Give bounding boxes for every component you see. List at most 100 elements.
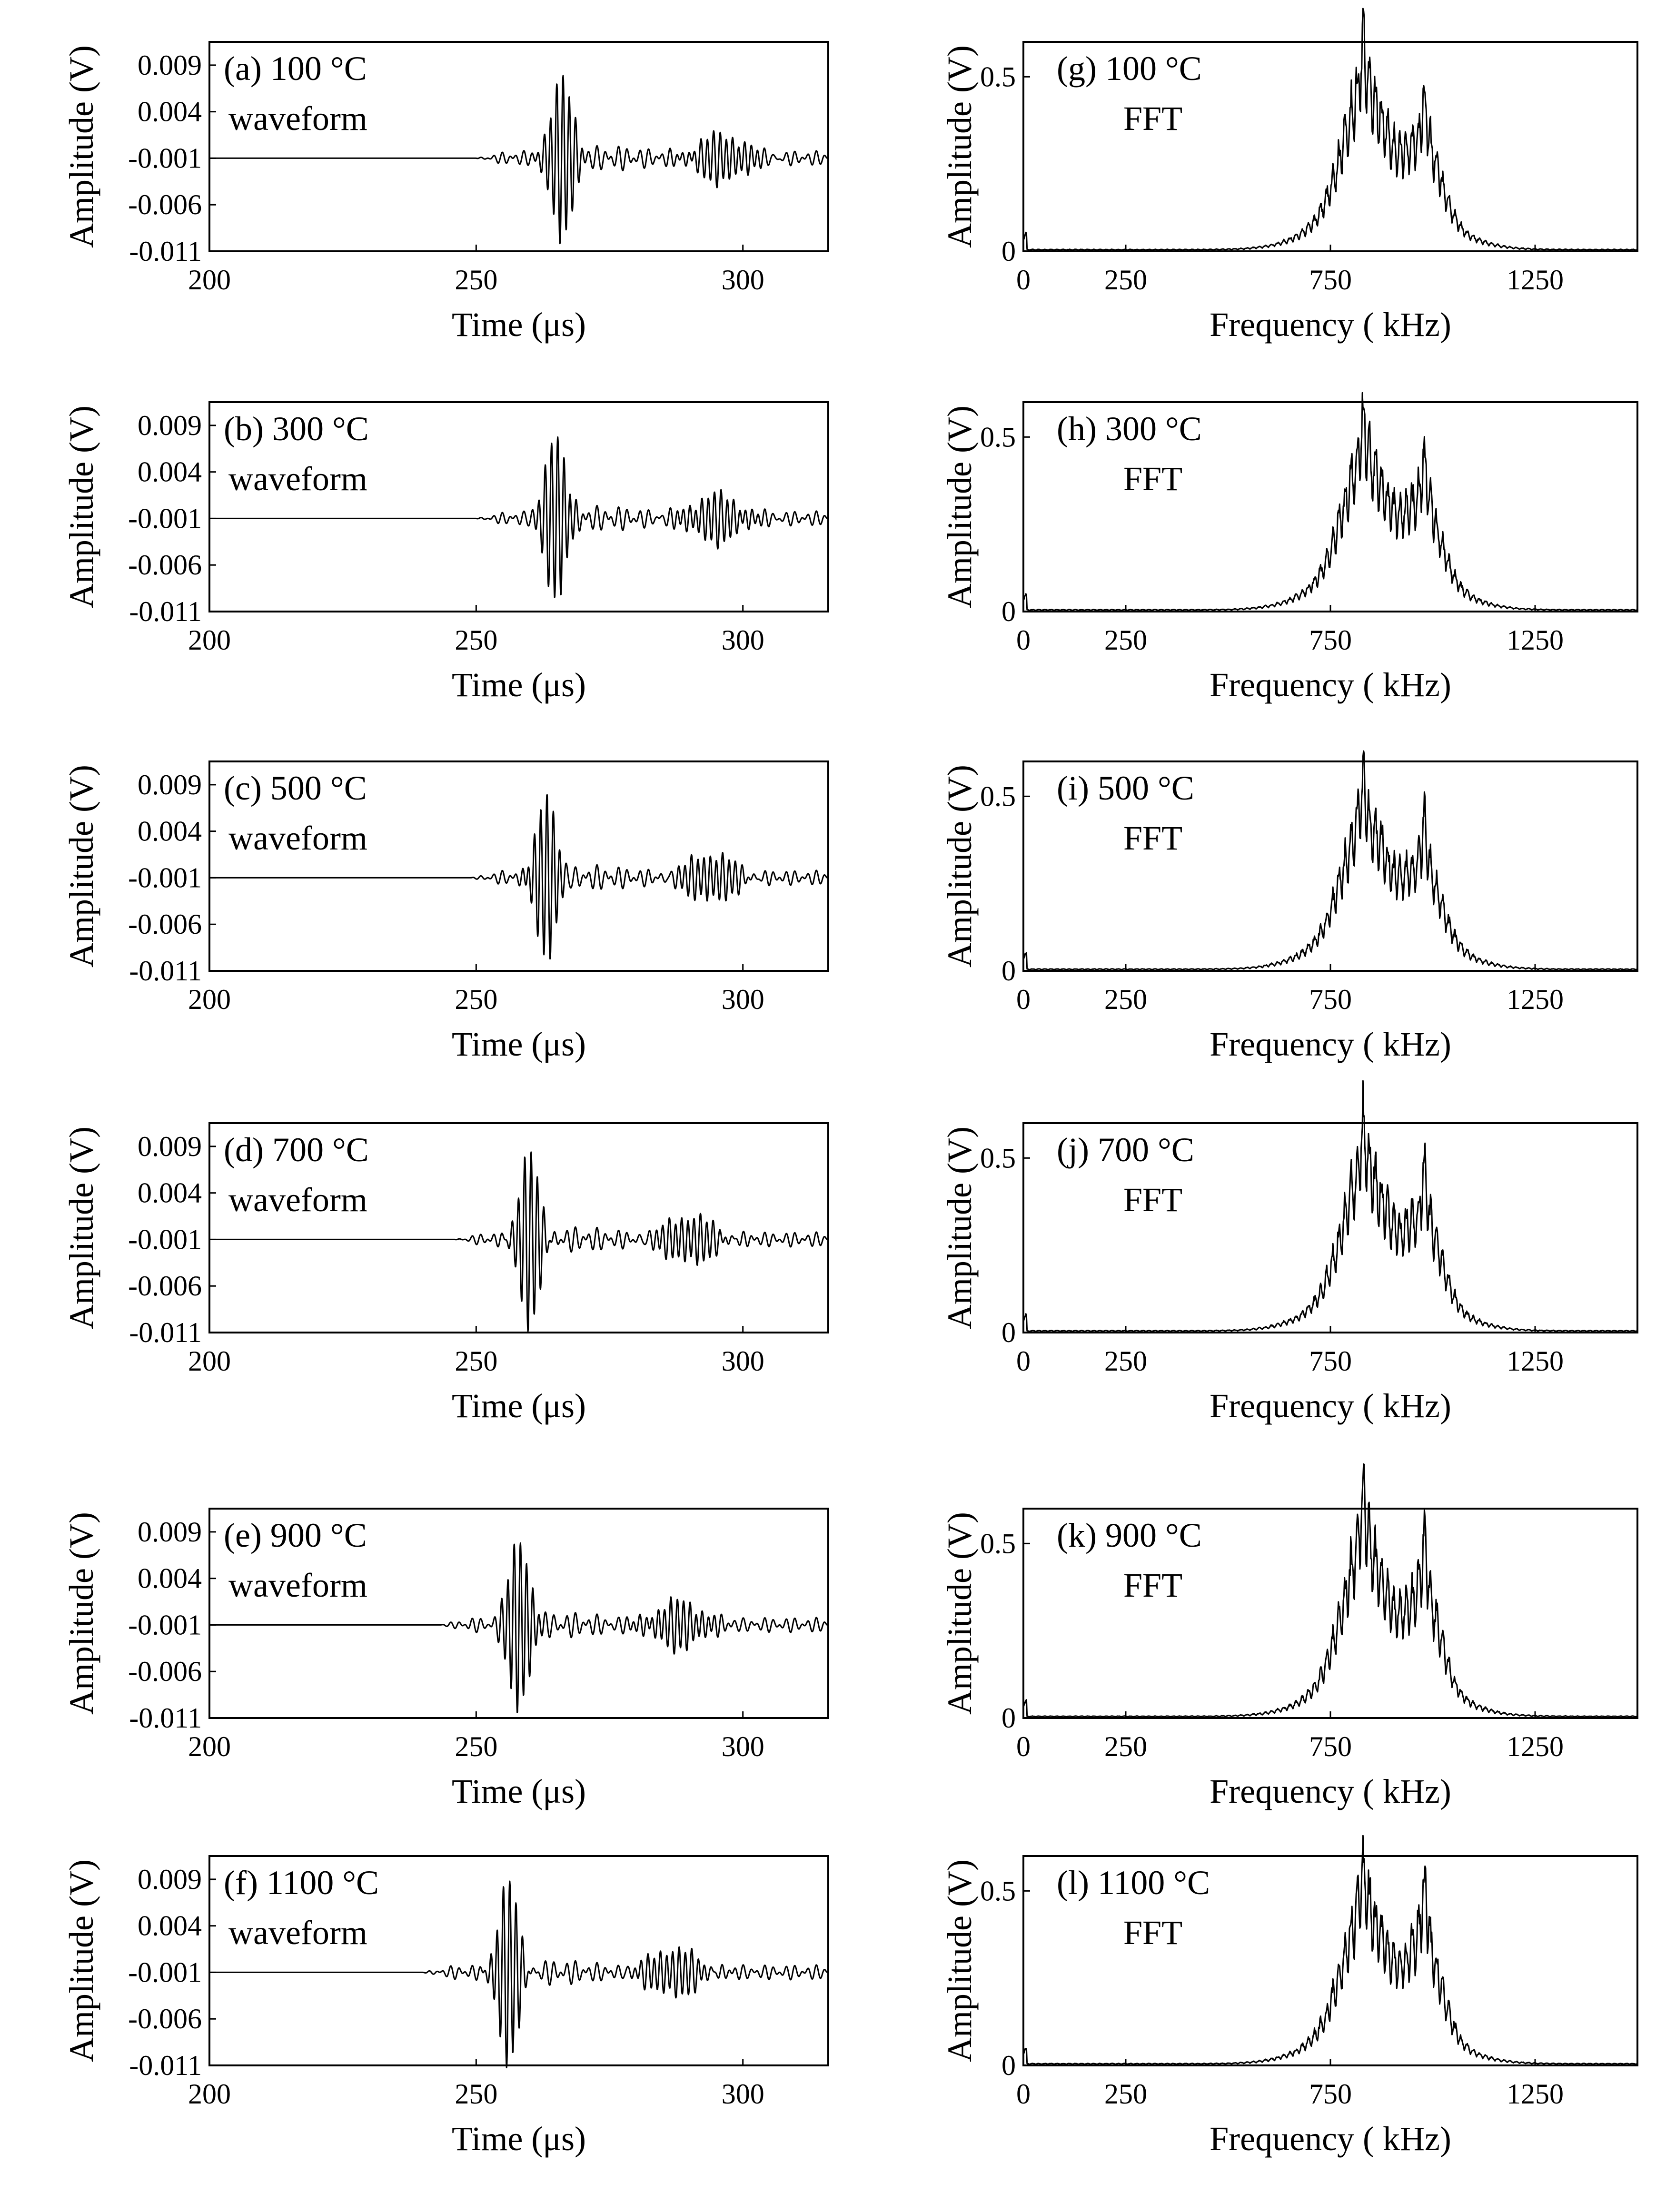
x-axis-label: Time (μs) — [452, 666, 586, 704]
panel-title: (h) 300 °C — [1057, 410, 1202, 448]
y-tick-label: -0.011 — [129, 2050, 202, 2081]
x-tick-label: 0 — [1016, 984, 1031, 1015]
y-tick-label: 0.5 — [980, 1528, 1016, 1559]
x-tick-label: 1250 — [1507, 984, 1564, 1015]
x-tick-label: 750 — [1309, 984, 1352, 1015]
panel-title: (f) 1100 °C — [224, 1864, 379, 1902]
series-line-c — [209, 794, 829, 960]
panel-l: 0 250 750 1250 0.5 0 Frequency ( kHz) Amplitude… — [941, 1835, 1638, 2158]
panel-subtitle: FFT — [1123, 1914, 1182, 1952]
y-axis-label: Amplitude (V) — [941, 1126, 979, 1329]
x-axis-label: Frequency ( kHz) — [1210, 306, 1451, 344]
x-tick-label: 300 — [722, 1731, 764, 1762]
y-axis-label: Amplitude (V) — [62, 405, 100, 608]
panel-title: (i) 500 °C — [1057, 769, 1194, 807]
x-tick-label: 200 — [188, 984, 231, 1015]
y-tick-label: -0.006 — [128, 1656, 202, 1687]
series-line-d — [209, 1151, 829, 1333]
y-tick-label: -0.011 — [129, 1702, 202, 1734]
y-tick-label: 0.009 — [138, 1131, 202, 1162]
series-line-e — [209, 1542, 829, 1713]
y-tick-label: 0.5 — [980, 421, 1016, 453]
panel-subtitle: waveform — [228, 1566, 367, 1604]
series-line-f — [209, 1880, 829, 2069]
x-tick-label: 250 — [1104, 1345, 1147, 1377]
x-tick-label: 200 — [188, 624, 231, 656]
series-line-k — [1022, 1463, 1638, 1718]
panel-title: (l) 1100 °C — [1057, 1864, 1210, 1902]
panel-subtitle: waveform — [228, 460, 367, 498]
y-tick-label: -0.011 — [129, 1317, 202, 1348]
x-tick-label: 0 — [1016, 1731, 1031, 1762]
panel-title: (c) 500 °C — [224, 769, 367, 807]
y-tick-label: 0.5 — [980, 780, 1016, 812]
y-tick-label: 0.004 — [138, 816, 202, 847]
panel-b: 200 250 300 0.009 0.004 -0.001 -0.006 -0.011 Tim… — [62, 401, 829, 704]
panel-a: 200 250 300 0.009 0.004 -0.001 -0.006 -0.011 Tim… — [62, 41, 829, 344]
x-axis-label: Frequency ( kHz) — [1210, 2120, 1451, 2158]
panel-title: (d) 700 °C — [224, 1131, 369, 1169]
x-axis-label: Frequency ( kHz) — [1210, 666, 1451, 704]
x-tick-label: 0 — [1016, 1345, 1031, 1377]
y-tick-label: 0.004 — [138, 96, 202, 128]
y-axis-label: Amplitude (V) — [62, 1859, 100, 2062]
x-tick-label: 250 — [455, 984, 497, 1015]
x-tick-label: 300 — [722, 624, 764, 656]
panel-subtitle: waveform — [228, 99, 367, 138]
y-axis-label: Amplitude (V) — [941, 1859, 979, 2062]
panel-i: 0 250 750 1250 0.5 0 Frequency ( kHz) Amplitude… — [941, 750, 1638, 1063]
panel-title: (j) 700 °C — [1057, 1131, 1194, 1169]
plot-frame-a — [208, 41, 829, 252]
panel-subtitle: FFT — [1123, 1566, 1182, 1604]
panel-subtitle: waveform — [228, 819, 367, 857]
panel-title: (a) 100 °C — [224, 49, 367, 88]
y-axis-label: Amplitude (V) — [62, 1126, 100, 1329]
y-tick-label: -0.001 — [128, 1609, 202, 1640]
x-tick-label: 1250 — [1507, 2078, 1564, 2110]
y-tick-label: 0 — [1002, 596, 1016, 627]
y-tick-label: 0.004 — [138, 1910, 202, 1942]
x-axis-label: Frequency ( kHz) — [1210, 1772, 1451, 1810]
y-tick-label: 0.009 — [138, 1864, 202, 1895]
x-tick-label: 750 — [1309, 624, 1352, 656]
x-tick-label: 0 — [1016, 264, 1031, 296]
y-tick-label: 0 — [1002, 236, 1016, 267]
x-axis-label: Time (μs) — [452, 1387, 586, 1425]
x-tick-label: 750 — [1309, 1345, 1352, 1377]
x-tick-label: 250 — [1104, 264, 1147, 296]
y-tick-label: 0.5 — [980, 61, 1016, 92]
y-axis-label: Amplitude (V) — [941, 405, 979, 608]
x-tick-label: 300 — [722, 264, 764, 296]
x-tick-label: 250 — [1104, 2078, 1147, 2110]
y-tick-label: -0.001 — [128, 1224, 202, 1255]
y-tick-label: 0 — [1002, 1317, 1016, 1348]
x-tick-label: 300 — [722, 1345, 764, 1377]
x-tick-label: 750 — [1309, 1731, 1352, 1762]
series-line-a — [209, 75, 829, 245]
y-tick-label: -0.011 — [129, 955, 202, 987]
y-tick-label: -0.006 — [128, 189, 202, 220]
x-tick-label: 250 — [455, 2078, 497, 2110]
y-tick-label: 0.009 — [138, 1516, 202, 1548]
y-axis-label: Amplitude (V) — [62, 45, 100, 248]
y-axis-label: Amplitude (V) — [62, 1512, 100, 1715]
x-tick-label: 300 — [722, 984, 764, 1015]
panel-h: 0 250 750 1250 0.5 0 Frequency ( kHz) Amplitude… — [941, 392, 1638, 704]
x-tick-label: 200 — [188, 1731, 231, 1762]
y-tick-label: 0.009 — [138, 410, 202, 441]
panel-subtitle: FFT — [1123, 819, 1182, 857]
x-axis-label: Frequency ( kHz) — [1210, 1387, 1451, 1425]
series-line-j — [1022, 1080, 1638, 1333]
series-line-b — [209, 436, 829, 598]
y-tick-label: -0.011 — [129, 596, 202, 627]
panel-subtitle: FFT — [1123, 1181, 1182, 1219]
y-tick-label: 0.004 — [138, 1177, 202, 1209]
panel-title: (e) 900 °C — [224, 1516, 367, 1554]
panel-subtitle: waveform — [228, 1914, 367, 1952]
plot-frame-c — [208, 760, 829, 972]
x-tick-label: 750 — [1309, 2078, 1352, 2110]
y-tick-label: 0.009 — [138, 49, 202, 81]
x-tick-label: 1250 — [1507, 1731, 1564, 1762]
plot-frame-e — [208, 1508, 829, 1719]
y-axis-label: Amplitude (V) — [941, 45, 979, 248]
